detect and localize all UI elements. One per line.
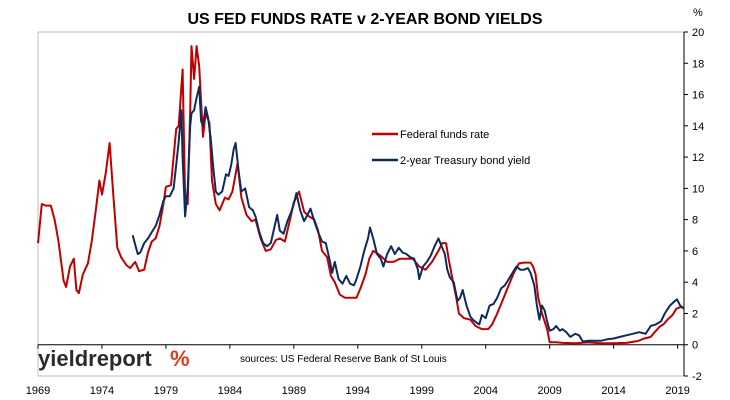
x-tick-label: 1984	[218, 385, 242, 397]
y-tick-label: -2	[692, 371, 702, 383]
brand-name: yieldreport	[38, 346, 152, 371]
y-axis-unit-label: %	[693, 7, 703, 19]
legend-label-federal-funds-rate: Federal funds rate	[400, 129, 489, 141]
x-tick-label: 1999	[410, 385, 434, 397]
y-tick-label: 4	[692, 277, 698, 289]
legend-label-2-year-treasury-yield: 2-year Treasury bond yield	[400, 155, 530, 167]
y-tick-label: 16	[692, 90, 704, 102]
legend: Federal funds rate 2-year Treasury bond …	[372, 129, 530, 167]
x-tick-label: 1979	[154, 385, 178, 397]
x-tick-label: 1974	[90, 385, 114, 397]
y-tick-label: 14	[692, 121, 704, 133]
source-note: sources: US Federal Reserve Bank of St L…	[240, 354, 447, 365]
y-tick-label: 6	[692, 246, 698, 258]
x-tick-label: 2014	[601, 385, 625, 397]
y-tick-label: 20	[692, 27, 704, 39]
y-tick-label: 8	[692, 215, 698, 227]
y-tick-label: 2	[692, 308, 698, 320]
series-lines	[37, 45, 685, 345]
x-tick-label: 2019	[665, 385, 689, 397]
series-line-2-year-treasury-yield	[131, 85, 685, 343]
x-tick-label: 1989	[282, 385, 306, 397]
y-tick-label: 12	[692, 152, 704, 164]
x-tick-label: 1969	[26, 385, 50, 397]
axes: -2 0 2 4 6 8 10 12 14 16 18 20 1969 1974 1979 1984 1989 1…	[26, 27, 704, 397]
brand-logo: yieldreport %	[38, 346, 190, 371]
y-tick-label: 0	[692, 340, 698, 352]
y-tick-label: 10	[692, 183, 704, 195]
x-tick-label: 1994	[346, 385, 370, 397]
x-tick-label: 2004	[473, 385, 497, 397]
series-line-federal-funds-rate	[37, 45, 684, 345]
brand-percent-icon: %	[170, 346, 190, 371]
x-tick-label: 2009	[537, 385, 561, 397]
chart-title: US FED FUNDS RATE v 2-YEAR BOND YIELDS	[187, 11, 542, 28]
y-tick-label: 18	[692, 58, 704, 70]
